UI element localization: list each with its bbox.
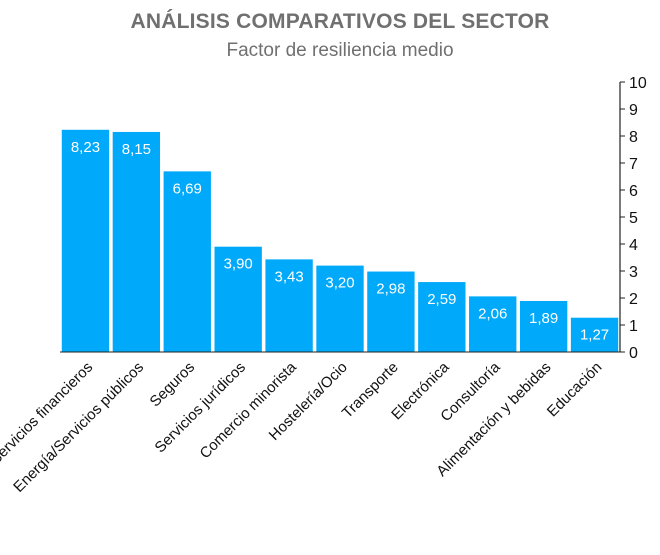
bar — [61, 129, 110, 352]
category-label: Servicios jurídicos — [152, 359, 249, 456]
bar-value-label: 3,90 — [224, 256, 253, 273]
y-tick-label: 7 — [629, 156, 638, 173]
bar — [519, 300, 568, 352]
chart-subtitle: Factor de resiliencia medio — [226, 40, 454, 61]
bar-value-label: 3,43 — [274, 268, 303, 285]
category-label: Seguros — [147, 359, 199, 411]
bar — [316, 265, 364, 352]
bar-value-label: 8,15 — [122, 141, 151, 158]
y-tick-label: 5 — [629, 210, 638, 227]
bar-value-label: 1,89 — [529, 310, 558, 327]
y-tick-label: 2 — [629, 291, 638, 308]
y-tick-label: 6 — [629, 183, 638, 200]
category-label: Comercio minorista — [197, 358, 301, 462]
bar — [570, 317, 619, 352]
bar — [214, 246, 262, 352]
y-tick-label: 1 — [629, 318, 638, 335]
bar-value-label: 3,20 — [325, 275, 354, 292]
y-tick-label: 3 — [629, 264, 638, 281]
bar — [265, 259, 313, 352]
category-label: Educación — [544, 359, 606, 421]
bar-value-label: 1,27 — [580, 327, 609, 344]
bar — [112, 131, 161, 352]
chart-title: ANÁLISIS COMPARATIVOS DEL SECTOR — [130, 10, 550, 33]
bar — [418, 282, 466, 352]
bar-value-label: 6,69 — [173, 180, 202, 197]
bar-value-label: 2,98 — [376, 281, 405, 298]
bar-value-label: 2,59 — [427, 291, 456, 308]
y-tick-label: 4 — [629, 237, 638, 254]
bar — [469, 296, 517, 352]
y-tick-label: 0 — [629, 345, 638, 362]
y-tick-label: 9 — [629, 102, 638, 119]
y-tick-label: 8 — [629, 129, 638, 146]
bar-value-label: 2,06 — [478, 305, 507, 322]
bar-value-label: 8,23 — [71, 139, 100, 156]
y-tick-label: 10 — [629, 75, 647, 92]
bar — [163, 171, 211, 352]
bar — [367, 271, 415, 352]
